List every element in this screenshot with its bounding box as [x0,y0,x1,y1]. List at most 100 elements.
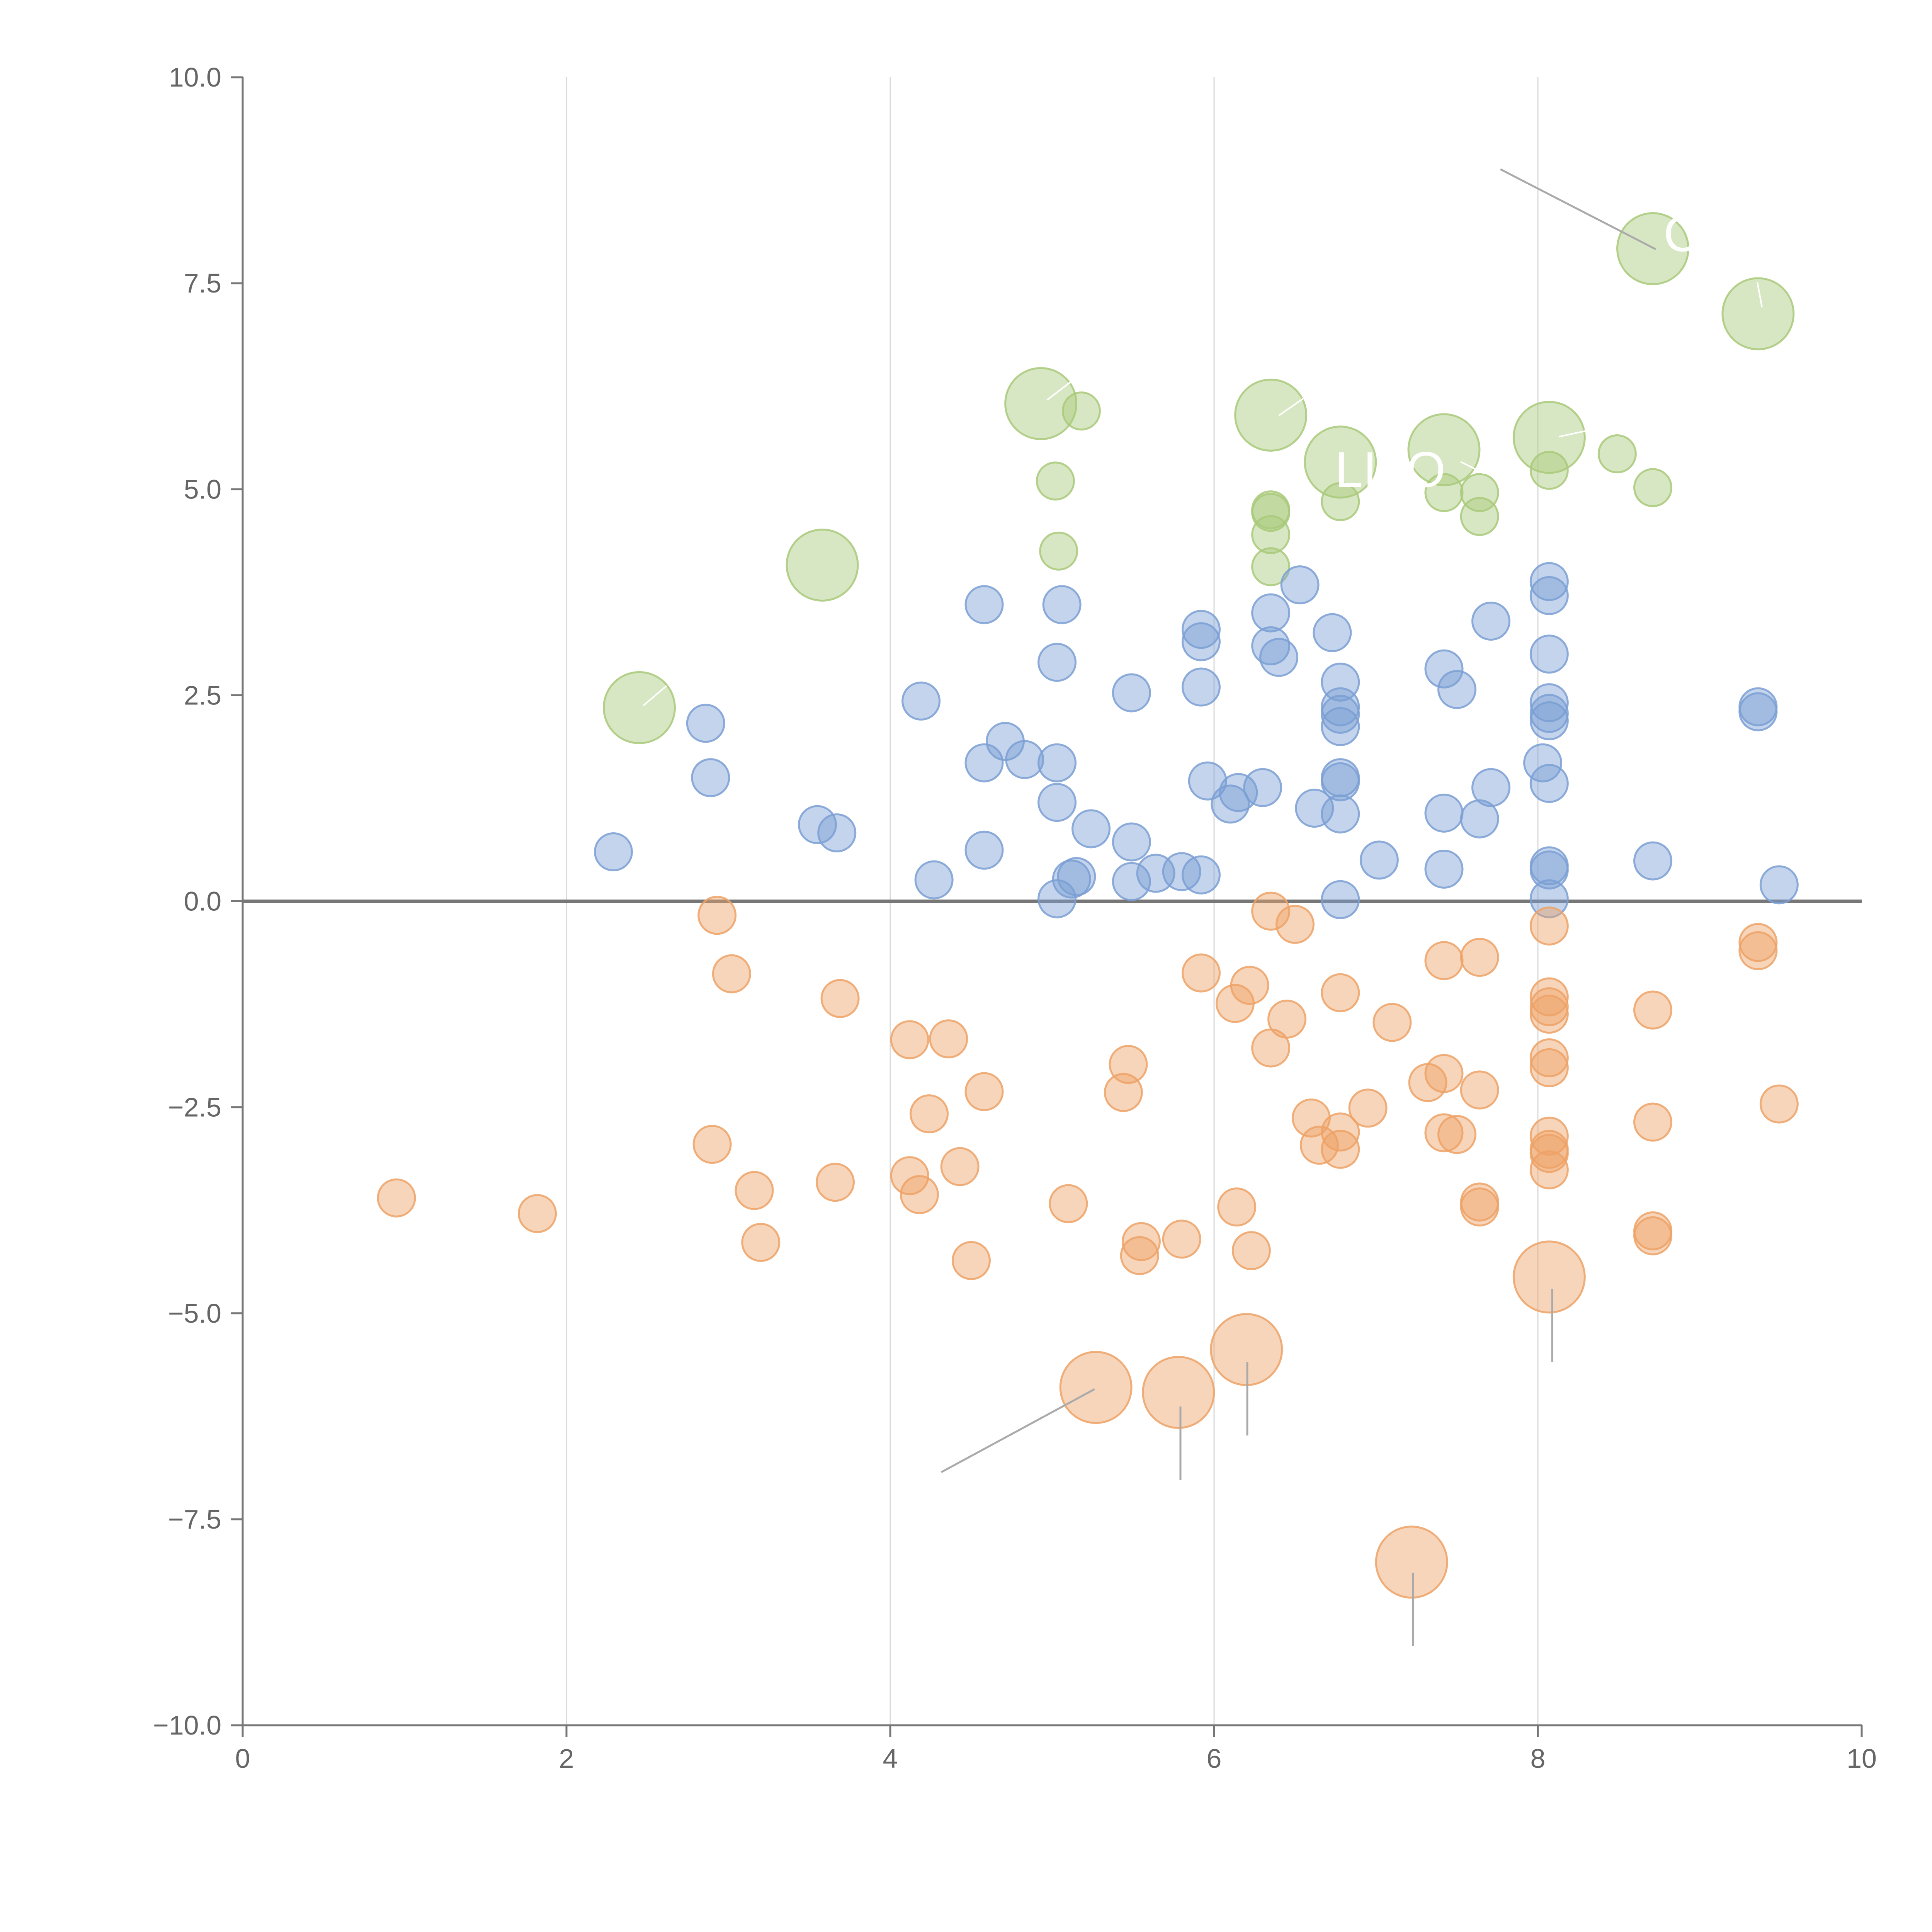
data-point-blue [1251,626,1291,665]
y-tick-label: 5.0 [184,474,221,504]
data-point-blue [1359,840,1399,880]
data-point-orange [692,1125,732,1164]
data-point-orange [1230,966,1269,1005]
data-point-blue [1112,822,1151,862]
data-point-blue [1037,743,1077,782]
data-point-blue [1738,692,1778,731]
data-point-orange [1529,906,1569,946]
x-tick-label: 10 [1847,1743,1877,1774]
data-point-blue [1162,852,1201,891]
data-point-orange [1217,1187,1257,1227]
data-point-orange [1529,1116,1569,1156]
data-point-blue [1181,610,1221,649]
data-point-orange [697,896,737,935]
data-point-blue [964,830,1004,870]
data-point-orange [1059,1351,1133,1424]
data-point-blue [1529,701,1569,740]
data-point-orange [1759,1084,1799,1124]
leader-line [1500,168,1656,250]
data-point-green [1721,277,1795,350]
data-point-green [1512,401,1586,474]
x-tick-label: 6 [1207,1743,1222,1774]
data-point-blue [1633,841,1672,881]
data-point-green [1061,391,1101,431]
data-point-orange [1529,995,1569,1034]
data-point-blue [594,832,633,872]
data-point-orange [1321,1129,1360,1169]
data-point-orange [910,1094,949,1134]
y-tick-label: −5.0 [168,1298,221,1328]
leader-line [1460,461,1484,474]
data-point-orange [1267,999,1307,1039]
data-point-blue [686,704,725,743]
data-point-orange [820,979,860,1018]
data-point-orange [1512,1240,1586,1314]
leader-line [1757,282,1763,308]
data-point-orange [1049,1184,1088,1223]
data-point-orange [377,1178,416,1218]
data-point-orange [1529,1134,1569,1173]
data-point-blue [1042,585,1082,624]
data-point-orange [1633,1216,1672,1255]
data-point-blue [1424,849,1464,889]
data-point-orange [1424,941,1464,980]
data-point-orange [1162,1219,1201,1259]
leader-line [1559,430,1587,437]
data-point-blue [901,681,941,721]
data-point-blue [1243,768,1282,807]
data-point-orange [712,954,751,993]
data-point-green [1251,493,1291,532]
data-point-blue [1037,783,1077,822]
data-point-orange [1529,1048,1569,1087]
data-point-blue [1295,789,1334,828]
data-point-orange [518,1194,557,1233]
data-point-blue [1211,784,1250,824]
data-point-blue [1321,762,1360,801]
data-point-orange [1738,931,1778,970]
data-point-orange [1231,1231,1271,1270]
data-point-blue [914,860,954,900]
data-point-orange [1460,1187,1499,1227]
y-tick-label: 0.0 [184,886,221,917]
data-point-blue [1529,879,1569,918]
data-point-blue [1759,865,1799,905]
y-tick-label: −10.0 [153,1710,221,1740]
data-point-blue [1071,809,1111,849]
data-point-blue [1181,855,1221,895]
annotation-layer: LI O C [643,168,1763,1646]
data-point-blue [1313,613,1352,652]
x-tick-label: 0 [235,1743,250,1774]
data-point-blue [817,813,857,853]
data-point-green [1633,468,1672,507]
data-point-orange [1529,1150,1569,1190]
data-point-green [1460,497,1499,536]
data-point-orange [741,1223,781,1262]
data-point-blue [964,743,1004,782]
data-point-blue [1037,643,1077,682]
data-point-blue [1112,673,1151,713]
data-point-blue [1529,850,1569,889]
x-tick-label: 8 [1531,1743,1546,1774]
data-point-green [1321,482,1360,521]
data-point-blue [1280,565,1320,605]
data-point-orange [1372,1003,1412,1042]
y-tick-label: 7.5 [184,268,221,298]
data-point-orange [1348,1088,1388,1128]
data-point-blue [1471,601,1510,641]
data-point-blue [1219,773,1258,812]
data-point-blue [1057,857,1096,896]
data-point-blue [1437,670,1476,709]
y-tick-label: −2.5 [168,1092,221,1122]
data-point-blue [1259,638,1299,677]
data-point-orange [1738,923,1778,962]
data-point-orange [952,1241,991,1280]
data-point-orange [1633,1102,1672,1142]
data-point-orange [1460,1070,1499,1110]
data-point-blue [1251,593,1291,633]
axes-layer: 0 2 4 6 8 10 10.0 7.5 5.0 2.5 0.0 −2.5 −5.0 −7.5 −10.0 [153,62,1877,1774]
data-point-blue [1471,768,1510,807]
data-point-blue [1321,694,1360,734]
data-point-green [1251,547,1291,587]
data-point-orange [1424,1054,1464,1093]
data-point-orange [1375,1526,1448,1599]
